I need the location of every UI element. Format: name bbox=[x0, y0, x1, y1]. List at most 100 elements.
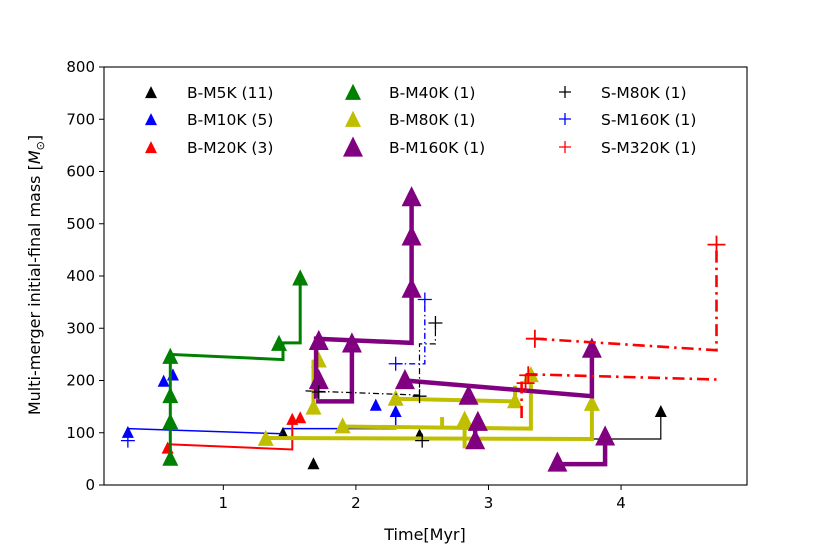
series-line bbox=[534, 244, 718, 352]
data-point bbox=[307, 457, 320, 470]
legend-marker bbox=[345, 110, 361, 127]
x-tick-label: 1 bbox=[219, 494, 229, 512]
data-point bbox=[292, 269, 309, 286]
data-point bbox=[707, 235, 726, 254]
data-point bbox=[257, 429, 274, 446]
series-line bbox=[395, 299, 426, 365]
y-axis-label: Multi-merger initial-final mass [M⊙] bbox=[25, 135, 47, 415]
y-tick-label: 600 bbox=[66, 163, 95, 181]
series-line bbox=[265, 404, 594, 442]
x-tick-label: 2 bbox=[351, 494, 361, 512]
legend-marker bbox=[145, 141, 157, 154]
legend-label: S-M320K (1) bbox=[601, 139, 696, 157]
data-point bbox=[271, 334, 288, 351]
legend-marker bbox=[345, 83, 361, 100]
y-tick-label: 100 bbox=[66, 424, 95, 442]
x-tick-label: 4 bbox=[616, 494, 626, 512]
legend-entry: B-M5K (11) bbox=[145, 84, 273, 102]
data-point bbox=[276, 426, 289, 439]
series-b-m80k bbox=[257, 351, 600, 449]
y-axis-label-unit-sub: ⊙ bbox=[34, 141, 47, 150]
data-point bbox=[417, 292, 432, 307]
data-point bbox=[401, 277, 422, 298]
x-axis-label: Time[Myr] bbox=[383, 525, 466, 544]
legend-entry: S-M160K (1) bbox=[559, 111, 696, 129]
x-tick-label: 3 bbox=[484, 494, 494, 512]
data-point bbox=[388, 356, 403, 371]
data-point bbox=[308, 369, 329, 390]
axes: 1 2 3 4 0 100 200 300 400 500 600 700 800 bbox=[66, 58, 748, 512]
data-point bbox=[334, 417, 351, 434]
y-axis-label-unit: M bbox=[25, 150, 44, 164]
data-point bbox=[369, 398, 382, 411]
data-point bbox=[294, 411, 307, 424]
legend-entry: B-M40K (1) bbox=[345, 83, 475, 102]
data-point bbox=[162, 413, 179, 430]
y-tick-label: 200 bbox=[66, 372, 95, 390]
data-point bbox=[412, 389, 427, 404]
legend-label: B-M10K (5) bbox=[187, 111, 273, 129]
legend-marker bbox=[559, 113, 571, 125]
data-point bbox=[162, 386, 179, 404]
data-point bbox=[456, 410, 473, 427]
series-line bbox=[167, 419, 294, 451]
data-point bbox=[595, 425, 616, 446]
data-point bbox=[465, 429, 486, 450]
axes-frame bbox=[103, 66, 748, 486]
data-point bbox=[581, 337, 602, 358]
data-point bbox=[305, 398, 322, 415]
y-axis-label-text: Multi-merger initial-final mass [ bbox=[25, 164, 44, 415]
data-point bbox=[387, 389, 404, 406]
series-line bbox=[305, 323, 436, 396]
legend-entry: B-M10K (5) bbox=[145, 111, 273, 129]
data-point bbox=[458, 384, 479, 405]
data-point bbox=[121, 425, 134, 438]
legend-label: B-M5K (11) bbox=[187, 84, 273, 102]
series-s-m160k bbox=[120, 292, 432, 448]
legend-marker bbox=[343, 136, 363, 157]
series-line bbox=[557, 436, 608, 467]
data-point bbox=[583, 394, 600, 411]
legend: B-M5K (11) B-M10K (5) B-M20K (3) B-M40K (1)… bbox=[145, 83, 696, 157]
data-point bbox=[516, 374, 535, 393]
data-point bbox=[506, 392, 523, 409]
data-point bbox=[162, 449, 179, 466]
data-point bbox=[161, 441, 174, 454]
data-point bbox=[547, 451, 568, 472]
legend-entry: S-M80K (1) bbox=[559, 84, 687, 102]
legend-label: B-M40K (1) bbox=[389, 84, 475, 102]
y-tick-label: 800 bbox=[66, 58, 95, 76]
data-point bbox=[166, 368, 179, 381]
data-point bbox=[401, 225, 422, 246]
legend-label: B-M160K (1) bbox=[389, 139, 485, 157]
series-line bbox=[419, 411, 662, 440]
legend-marker bbox=[559, 86, 571, 98]
data-point bbox=[162, 347, 179, 364]
series-b-m40k bbox=[162, 269, 309, 466]
data-point bbox=[311, 384, 326, 399]
data-point bbox=[401, 186, 422, 207]
data-point bbox=[654, 404, 667, 418]
y-tick-label: 0 bbox=[85, 476, 95, 494]
data-point bbox=[310, 351, 327, 368]
series-s-m80k bbox=[305, 316, 443, 448]
data-point bbox=[308, 329, 329, 350]
legend-label: S-M160K (1) bbox=[601, 111, 696, 129]
series-line bbox=[313, 197, 414, 399]
legend-label: B-M20K (3) bbox=[187, 139, 273, 157]
y-tick-label: 700 bbox=[66, 110, 95, 128]
y-tick-label: 300 bbox=[66, 319, 95, 337]
series-b-m10k bbox=[121, 368, 402, 438]
series-s-m320k bbox=[516, 235, 726, 420]
series-line bbox=[404, 349, 595, 399]
data-point bbox=[525, 329, 544, 348]
data-point bbox=[394, 369, 415, 390]
data-point bbox=[467, 410, 488, 431]
y-axis-label-close: ] bbox=[25, 135, 44, 141]
series-line bbox=[127, 427, 284, 435]
legend-marker bbox=[145, 86, 157, 99]
y-tick-label: 500 bbox=[66, 215, 95, 233]
legend-marker bbox=[145, 113, 157, 126]
legend-entry: B-M160K (1) bbox=[343, 136, 485, 157]
